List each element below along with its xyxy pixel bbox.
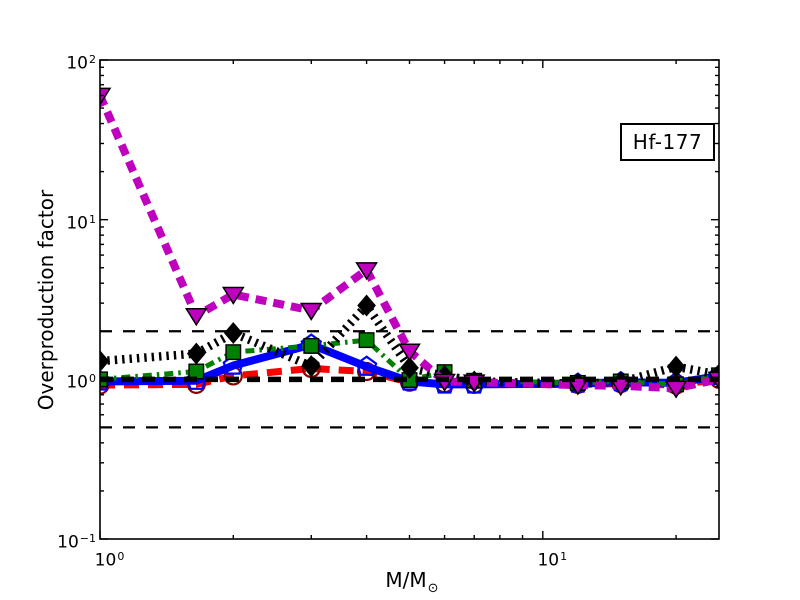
pentagon-marker	[355, 355, 378, 376]
diamond-marker	[400, 356, 419, 379]
diamond-marker	[186, 342, 206, 365]
isotope-label-box: Hf-177	[620, 123, 715, 161]
y-tick-label: 100	[66, 372, 96, 393]
y-axis-label: Overproduction factor	[34, 189, 58, 411]
diamond-marker	[301, 355, 321, 378]
x-tick-label: 100	[94, 550, 125, 571]
axis-ticks	[99, 59, 719, 540]
diamond-marker	[223, 322, 243, 345]
diamond-marker	[357, 294, 376, 317]
series-line-magenta-dashed-triangles	[100, 93, 719, 393]
triangle-down-marker	[355, 262, 378, 281]
triangle-down-marker	[609, 378, 633, 397]
sun-symbol: ⊙	[427, 581, 439, 596]
x-tick-label: 101	[537, 550, 568, 571]
pentagon-marker	[222, 354, 245, 375]
triangle-down-marker	[100, 87, 112, 106]
square-marker	[303, 337, 320, 354]
triangle-down-marker	[299, 302, 323, 321]
triangle-down-marker	[566, 377, 590, 396]
triangle-down-marker	[184, 308, 208, 327]
series-magenta-dashed-triangles	[100, 87, 719, 399]
y-tick-label: 101	[66, 212, 96, 234]
isotope-label: Hf-177	[632, 130, 703, 154]
x-axis-label: M/M⊙	[385, 568, 438, 596]
diamond-marker	[100, 350, 110, 373]
x-axis-label-text: M/M	[385, 568, 427, 592]
square-marker	[225, 344, 242, 361]
square-marker	[358, 332, 375, 349]
y-tick-label: 10−1	[57, 532, 96, 553]
triangle-down-marker	[221, 286, 245, 305]
diamond-marker	[666, 355, 686, 378]
triangle-down-marker	[398, 343, 421, 362]
square-marker	[188, 363, 205, 380]
y-tick-label: 102	[66, 53, 96, 74]
